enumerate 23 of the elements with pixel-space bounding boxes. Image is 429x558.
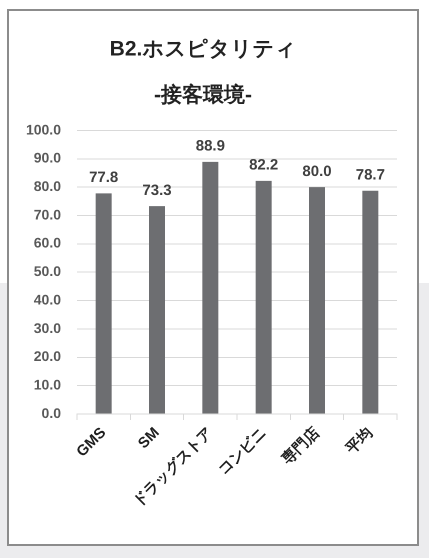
y-tick-label: 10.0 (34, 376, 62, 392)
data-label: 73.3 (142, 182, 172, 199)
x-tick-label: SM (134, 424, 163, 452)
chart-title: B2.ホスピタリティ (110, 37, 296, 60)
x-tick-label: 平均 (342, 424, 376, 458)
data-label: 77.8 (89, 169, 118, 186)
y-tick-label: 50.0 (34, 263, 62, 280)
y-tick-label: 70.0 (34, 206, 62, 222)
data-label: 80.0 (302, 162, 332, 180)
x-tick-label: コンビニ (214, 424, 270, 479)
y-tick-label: 90.0 (34, 150, 62, 166)
data-label: 82.2 (249, 156, 278, 174)
y-tick-label: 100.0 (26, 121, 62, 138)
y-tick-label: 60.0 (34, 234, 62, 251)
y-tick-label: 30.0 (34, 320, 62, 336)
chart-subtitle: -接客環境- (154, 82, 252, 107)
y-tick-label: 0.0 (42, 404, 62, 421)
y-tick-label: 80.0 (34, 178, 62, 194)
y-tick-label: 40.0 (34, 291, 62, 308)
data-label: 78.7 (356, 166, 385, 184)
y-tick-label: 20.0 (34, 348, 62, 364)
x-tick-label: 専門店 (278, 423, 323, 469)
data-label: 88.9 (196, 138, 225, 155)
